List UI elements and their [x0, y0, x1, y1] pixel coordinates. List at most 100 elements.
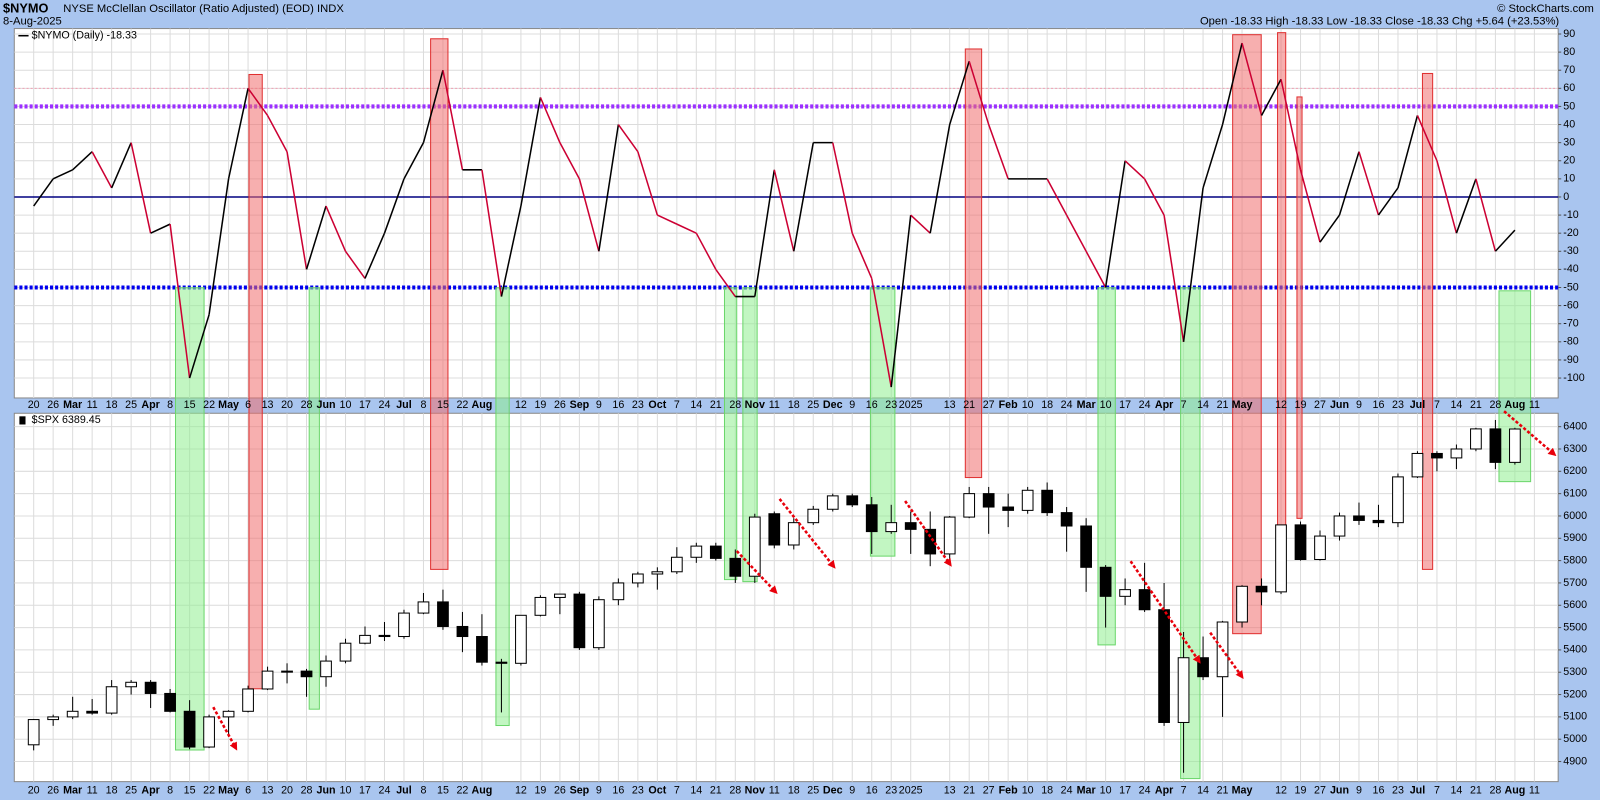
y-tick-label: 6200	[1563, 465, 1587, 477]
panel-top	[13, 28, 1559, 399]
y-tick-label: 0	[1563, 191, 1569, 203]
x-tick-label: 21	[963, 399, 975, 411]
y-tick-label: -40	[1563, 263, 1579, 275]
y-tick-label: -90	[1563, 354, 1579, 366]
x-tick-label: 27	[1314, 399, 1326, 411]
candle-body	[1255, 585, 1268, 593]
candle-body	[1002, 506, 1015, 511]
candle-body	[164, 692, 176, 712]
x-tick-label: Nov	[745, 399, 765, 411]
line-segment	[72, 151, 93, 171]
candle-body	[1041, 489, 1054, 514]
y-tick-label: 5200	[1563, 688, 1587, 700]
candle-body	[885, 522, 898, 533]
y-tick-label: 10	[1563, 173, 1575, 185]
line-segment	[344, 250, 366, 279]
y-tick-label: -10	[1563, 209, 1579, 221]
x-tick-label: 15	[437, 399, 449, 411]
x-tick-label: 17	[359, 399, 371, 411]
x-tick-label: 9	[596, 399, 602, 411]
highlight-red	[430, 38, 449, 570]
x-tick-label: 16	[866, 399, 878, 411]
x-tick-label: 28	[729, 785, 741, 797]
x-tick-label: 12	[1275, 785, 1287, 797]
x-tick-label: 17	[359, 785, 371, 797]
line-segment	[110, 142, 132, 189]
y-tick-label: -60	[1563, 299, 1579, 311]
x-tick-label: 18	[106, 785, 118, 797]
x-tick-label: Oct	[648, 399, 666, 411]
candle-body	[1236, 585, 1248, 623]
line-segment	[286, 151, 308, 270]
x-tick-label: Sep	[570, 785, 590, 797]
candle-body	[437, 601, 449, 627]
x-tick-label: 20	[28, 399, 40, 411]
highlight-green	[742, 287, 758, 583]
x-tick-label: 19	[1295, 399, 1307, 411]
line-segment	[500, 205, 522, 297]
candle-body	[904, 522, 917, 530]
line-segment	[1377, 187, 1399, 216]
x-tick-label: 9	[1356, 399, 1362, 411]
line-segment	[169, 224, 191, 379]
x-tick-label: 18	[1041, 399, 1053, 411]
legend: $NYMO (Daily) -18.33 $SPX 6389.45	[18, 30, 137, 426]
candle-body	[846, 495, 859, 506]
candle-body	[1021, 489, 1034, 511]
candle-body	[300, 670, 313, 678]
line-segment	[1260, 78, 1282, 116]
x-tick-label: 14	[1450, 399, 1462, 411]
indicator-name: NYSE McClellan Oscillator (Ratio Adjuste…	[63, 3, 344, 15]
x-tick-label: 26	[47, 785, 59, 797]
x-tick-label: 24	[379, 785, 391, 797]
y-tick-label: -70	[1563, 318, 1579, 330]
x-tick-label: 18	[106, 399, 118, 411]
candle-body	[378, 634, 391, 638]
line-segment	[1221, 42, 1243, 125]
candle-body	[1294, 524, 1307, 561]
arrow	[1209, 631, 1244, 680]
candle-body	[748, 516, 761, 577]
candle-body	[515, 614, 527, 664]
x-tick-label: Mar	[1077, 785, 1096, 797]
x-tick-label: Aug	[472, 785, 493, 797]
x-tick-label: 11	[87, 399, 98, 411]
x-tick-label: Aug	[472, 399, 493, 411]
x-tick-label: Nov	[745, 785, 765, 797]
line-segment	[227, 88, 249, 180]
x-tick-label: Aug	[1504, 399, 1525, 411]
candle-body	[1197, 657, 1209, 678]
y-tick-label: 4900	[1563, 755, 1587, 767]
line-segment	[637, 151, 659, 216]
x-tick-label: 27	[1314, 785, 1326, 797]
candle-body	[417, 601, 430, 614]
candle-body	[398, 612, 410, 638]
x-tick-label: 13	[944, 399, 956, 411]
candle-body	[826, 495, 839, 510]
y-tick-label: 50	[1563, 100, 1575, 112]
line-segment	[1124, 160, 1146, 180]
line-segment	[1455, 178, 1477, 234]
line-segment	[754, 169, 776, 297]
x-tick-label: 8	[420, 785, 426, 797]
panel-bottom	[13, 412, 1559, 783]
line-segment	[188, 314, 210, 379]
x-tick-label: 14	[1197, 785, 1209, 797]
x-tick-label: 9	[849, 785, 855, 797]
x-tick-label: 21	[1470, 785, 1482, 797]
x-tick-label: 25	[807, 399, 819, 411]
x-tick-label: 22	[456, 399, 468, 411]
line-segment	[1475, 178, 1497, 252]
x-tick-label: 7	[1434, 399, 1440, 411]
x-tick-label: 11	[769, 399, 780, 411]
candle-body	[1372, 519, 1385, 524]
x-tick-label: 13	[944, 785, 956, 797]
x-tick-label: 13	[262, 785, 274, 797]
y-tick-label: 5100	[1563, 711, 1587, 723]
line-segment	[1241, 42, 1263, 116]
x-tick-label: Feb	[999, 785, 1018, 797]
candle-body	[690, 545, 703, 558]
x-tick-label: 24	[379, 399, 391, 411]
x-tick-label: 12	[515, 399, 527, 411]
